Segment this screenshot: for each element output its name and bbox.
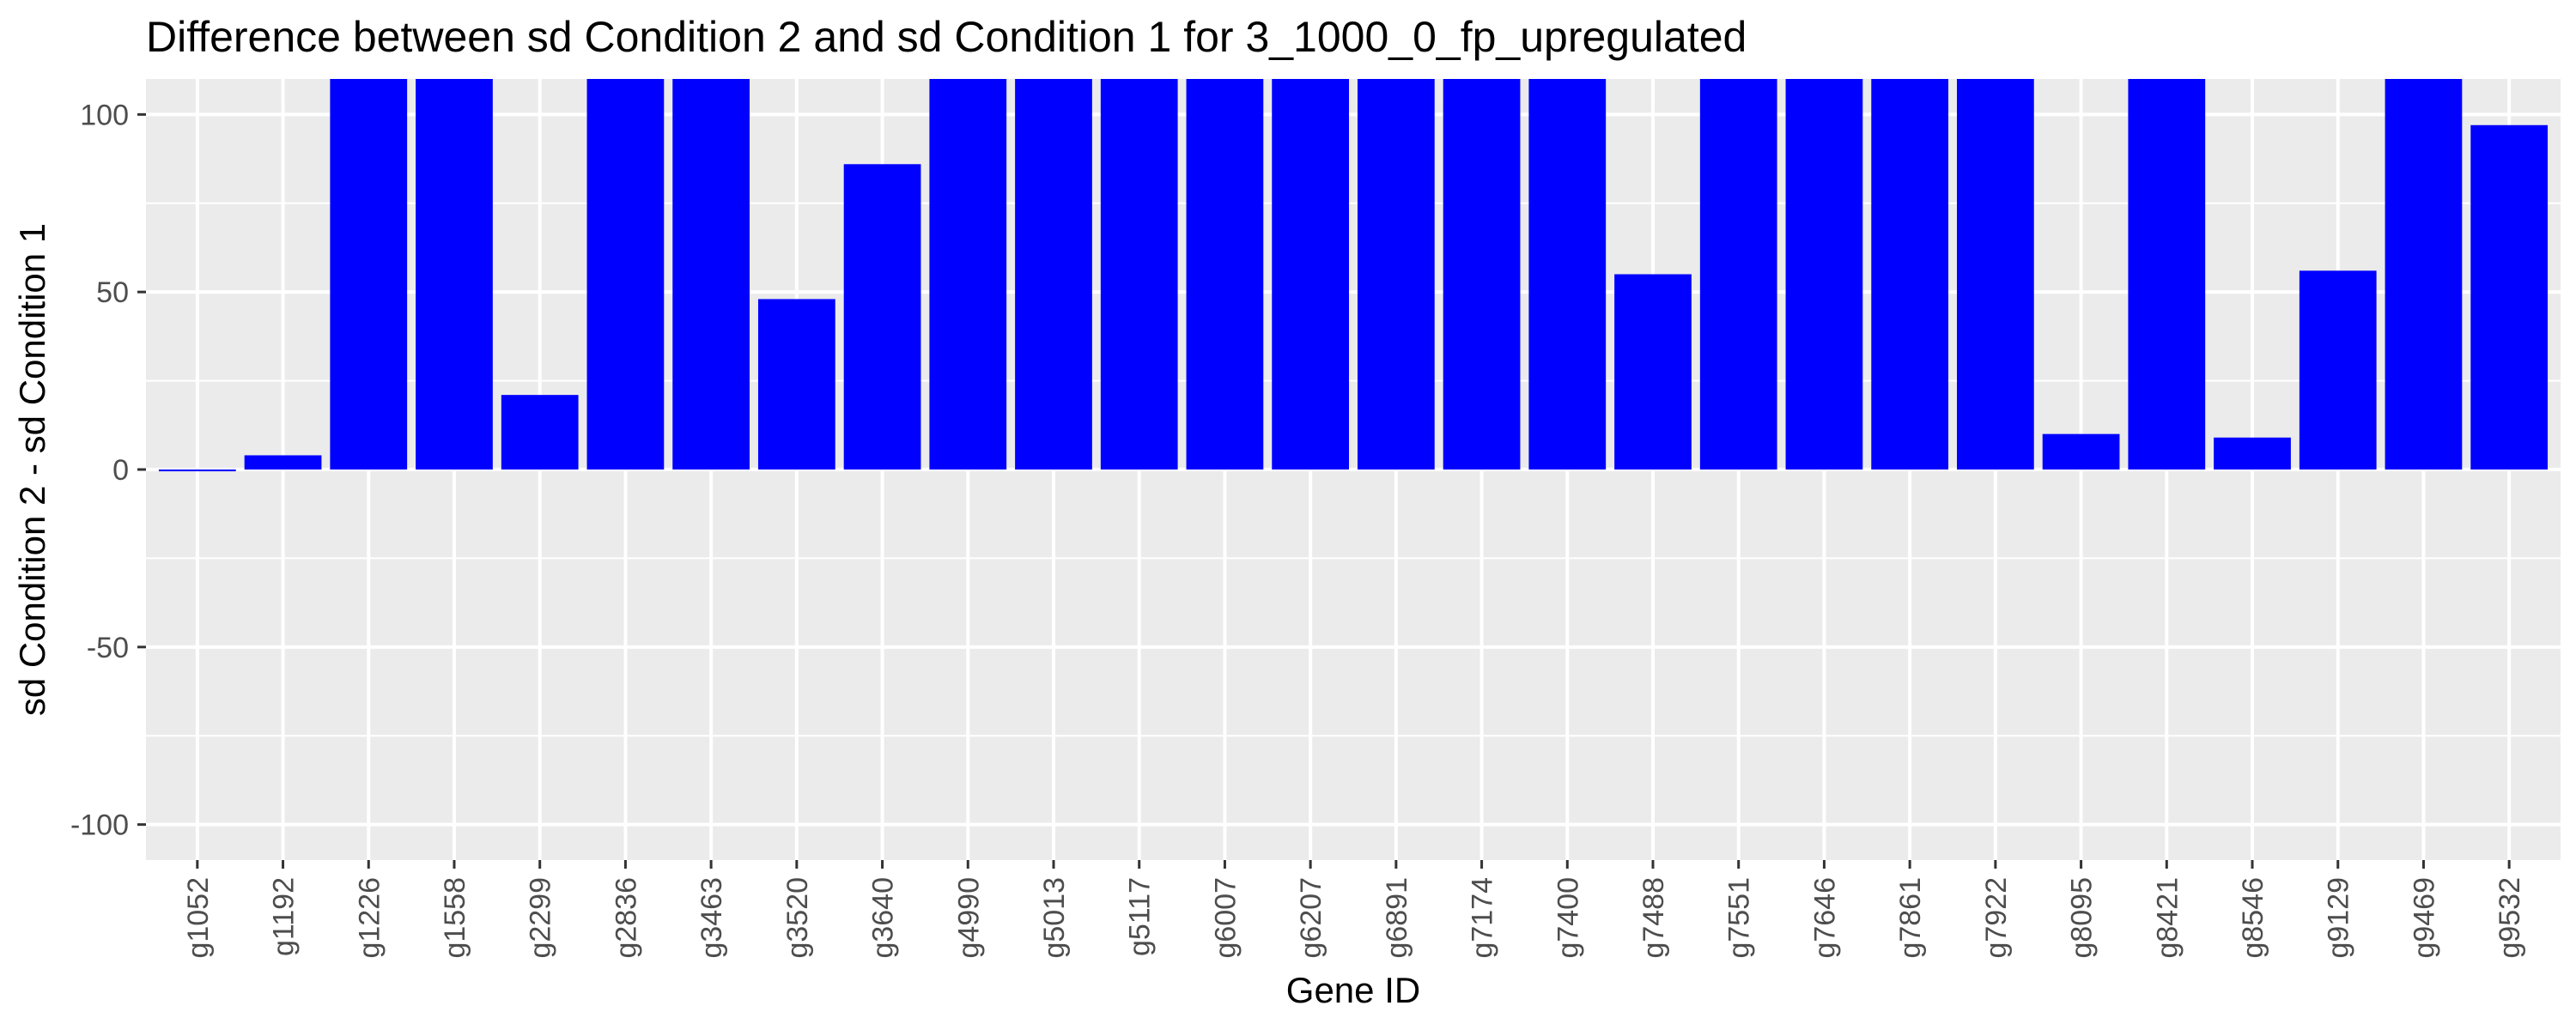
- bar-g6007: [1186, 79, 1264, 470]
- bar-g7646: [1785, 79, 1863, 470]
- bar-g1052: [158, 470, 236, 472]
- x-tick-label: g3520: [781, 877, 814, 959]
- bar-g7488: [1614, 274, 1692, 470]
- x-tick-label: g7551: [1723, 877, 1756, 959]
- y-tick-label: 0: [112, 454, 129, 487]
- bar-g1192: [244, 455, 322, 470]
- x-tick-label: g5013: [1038, 877, 1071, 959]
- bar-g1226: [330, 79, 408, 470]
- x-tick-label: g3463: [696, 877, 728, 959]
- x-tick-label: g7861: [1894, 877, 1927, 959]
- x-tick-label: g5117: [1124, 877, 1157, 956]
- bar-g6207: [1272, 79, 1350, 470]
- bar-g8546: [2214, 437, 2291, 470]
- x-tick-label: g8421: [2151, 877, 2184, 959]
- x-tick-label: g9469: [2408, 877, 2440, 959]
- bar-g8095: [2042, 433, 2120, 470]
- x-tick-label: g4990: [952, 877, 985, 959]
- bar-g2836: [586, 79, 665, 470]
- y-tick-label: 50: [96, 276, 129, 309]
- bar-g9532: [2470, 124, 2549, 470]
- bar-g9469: [2385, 79, 2463, 470]
- x-tick-label: g1192: [268, 877, 301, 956]
- bar-g5013: [1015, 79, 1092, 470]
- x-tick-label: g9532: [2494, 877, 2526, 959]
- bar-g1558: [416, 79, 493, 470]
- bar-g7551: [1699, 79, 1777, 470]
- x-tick-label: g1226: [353, 877, 386, 959]
- bar-g3520: [757, 299, 835, 470]
- x-tick-label: g7174: [1467, 877, 1499, 959]
- bar-g7174: [1443, 79, 1521, 470]
- x-tick-label: g3640: [867, 877, 900, 959]
- x-tick-label: g8546: [2237, 877, 2269, 959]
- x-tick-label: g2836: [610, 877, 642, 959]
- bars: [158, 79, 2549, 472]
- x-tick-label: g1558: [439, 877, 471, 959]
- x-tick-label: g7488: [1637, 877, 1670, 959]
- x-tick-label: g1052: [182, 877, 215, 959]
- y-tick-label: 100: [80, 99, 129, 131]
- bar-g7922: [1957, 79, 2034, 470]
- x-tick-label: g6007: [1209, 877, 1242, 959]
- x-tick-label: g7400: [1552, 877, 1584, 959]
- x-tick-label: g8095: [2066, 877, 2099, 959]
- bar-g2299: [501, 395, 579, 470]
- bar-g5117: [1100, 79, 1178, 470]
- y-tick-label: -100: [70, 809, 129, 842]
- bar-g3463: [672, 79, 750, 470]
- bar-g9129: [2299, 270, 2377, 470]
- bar-g7400: [1528, 79, 1607, 470]
- bar-g4990: [929, 79, 1007, 470]
- y-axis: -100 -50 0 50 100: [70, 99, 146, 842]
- x-axis-title: Gene ID: [1286, 970, 1420, 1010]
- x-tick-label: g6207: [1295, 877, 1327, 959]
- bar-g8421: [2128, 79, 2206, 470]
- bar-g6891: [1357, 79, 1435, 470]
- chart-title: Difference between sd Condition 2 and sd…: [146, 13, 1747, 61]
- bar-g7861: [1871, 79, 1949, 470]
- x-axis: g1052 g1192 g1226 g1558 g2299 g2836 g3463 g3520…: [182, 860, 2526, 959]
- x-tick-label: g7922: [1980, 877, 2013, 959]
- y-axis-title: sd Condition 2 - sd Condition 1: [12, 223, 52, 716]
- x-tick-label: g9129: [2323, 877, 2355, 959]
- x-tick-label: g2299: [525, 877, 557, 959]
- bar-g3640: [843, 164, 921, 470]
- x-tick-label: g6891: [1381, 877, 1413, 959]
- x-tick-label: g7646: [1808, 877, 1841, 959]
- y-tick-label: -50: [87, 632, 129, 664]
